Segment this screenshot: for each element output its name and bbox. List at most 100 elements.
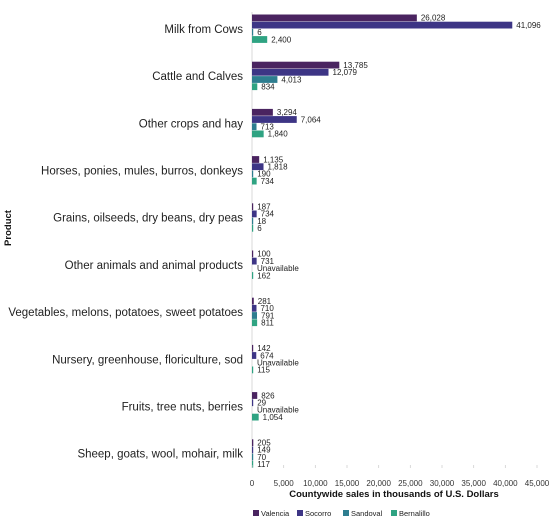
bar-socorro-4	[252, 210, 257, 218]
data-label: 3,294	[277, 108, 298, 117]
data-label: 41,096	[516, 21, 541, 30]
data-label: 1,135	[263, 155, 284, 164]
x-tick-label: 25,000	[398, 479, 423, 488]
x-tick-label: 40,000	[493, 479, 518, 488]
bar-socorro-7	[252, 352, 257, 359]
data-label: 734	[261, 210, 275, 219]
legend-label-valencia: Valencia	[261, 509, 290, 518]
data-label: 26,028	[421, 14, 446, 23]
bar-valencia-2	[252, 108, 273, 116]
category-label: Milk from Cows	[164, 24, 243, 36]
legend-label-bernalillo: Bernalillo	[399, 509, 430, 518]
category-label: Grains, oilseeds, dry beans, dry peas	[53, 213, 243, 225]
x-axis-title: Countywide sales in thousands of U.S. Do…	[289, 489, 499, 500]
data-label: 115	[257, 366, 270, 375]
y-axis-title: Product	[3, 209, 14, 246]
category-label: Sheep, goats, wool, mohair, milk	[77, 449, 243, 461]
data-label: 70	[257, 453, 266, 462]
legend-swatch-valencia	[253, 510, 259, 516]
bar-sandoval-3	[252, 170, 254, 178]
data-label: 791	[261, 311, 275, 320]
bar-socorro-6	[252, 304, 257, 312]
data-label: 12,079	[333, 68, 358, 77]
bar-valencia-8	[252, 392, 258, 399]
data-label: 710	[260, 304, 274, 313]
data-label: 826	[261, 391, 275, 400]
bar-valencia-0	[252, 14, 417, 22]
bar-socorro-0	[252, 21, 513, 29]
category-label: Horses, ponies, mules, burros, donkeys	[41, 166, 243, 178]
data-label: 18	[257, 217, 266, 226]
x-tick-label: 35,000	[461, 479, 486, 488]
data-label: 674	[260, 351, 274, 360]
data-label: 187	[257, 203, 271, 212]
data-label: Unavailable	[257, 359, 299, 368]
bar-socorro-8	[252, 399, 254, 407]
bar-valencia-3	[252, 156, 260, 163]
bar-bernalillo-9	[252, 460, 254, 468]
data-label: 13,785	[343, 61, 368, 70]
data-label: 100	[257, 250, 271, 259]
bar-sandoval-2	[252, 123, 257, 131]
bar-sandoval-9	[252, 453, 254, 461]
bar-bernalillo-0	[252, 36, 268, 43]
data-label: Unavailable	[257, 264, 299, 273]
x-tick-label: 15,000	[335, 479, 360, 488]
data-label: 162	[257, 271, 271, 280]
x-tick-label: 0	[250, 479, 255, 488]
legend: Valencia Socorro Sandoval Bernalillo	[253, 509, 430, 518]
bar-bernalillo-8	[252, 413, 259, 421]
x-tick-label: 20,000	[366, 479, 391, 488]
data-label: 117	[257, 460, 270, 469]
bar-sandoval-6	[252, 312, 258, 319]
category-label: Vegetables, melons, potatoes, sweet pota…	[8, 307, 243, 319]
bar-socorro-1	[252, 68, 329, 76]
category-label: Other crops and hay	[139, 118, 243, 130]
data-label: 4,013	[281, 75, 302, 84]
data-label: 29	[257, 399, 266, 408]
bar-bernalillo-6	[252, 319, 258, 327]
data-label: 190	[257, 170, 271, 179]
data-label: 6	[257, 224, 262, 233]
data-label: 142	[257, 344, 271, 353]
data-label: 713	[261, 123, 275, 132]
data-label: 2,400	[271, 35, 292, 44]
data-label: 281	[258, 297, 272, 306]
data-label: 149	[257, 446, 271, 455]
bar-socorro-9	[252, 446, 254, 454]
legend-swatch-socorro	[297, 510, 303, 516]
bar-valencia-9	[252, 439, 254, 447]
bar-bernalillo-3	[252, 177, 257, 185]
bar-bernalillo-5	[252, 272, 254, 279]
legend-swatch-bernalillo	[391, 510, 397, 516]
plot-area: Milk from Cows 26,028 41,096 6 2,400 Cattle a…	[8, 12, 550, 488]
legend-label-socorro: Socorro	[305, 509, 331, 518]
data-label: 734	[261, 177, 275, 186]
bar-sandoval-1	[252, 76, 278, 83]
bar-bernalillo-1	[252, 83, 258, 91]
data-label: Unavailable	[257, 406, 299, 415]
bar-valencia-6	[252, 297, 254, 305]
category-label: Other animals and animal products	[65, 260, 244, 272]
bar-socorro-5	[252, 257, 257, 265]
bar-valencia-4	[252, 203, 254, 211]
bar-sandoval-4	[252, 217, 254, 225]
bar-socorro-3	[252, 163, 264, 171]
bar-sandoval-0	[252, 28, 254, 36]
category-label: Fruits, tree nuts, berries	[122, 402, 244, 414]
data-label: 1,818	[268, 163, 289, 172]
data-label: 1,054	[263, 413, 284, 422]
data-label: 811	[261, 319, 274, 328]
category-label: Cattle and Calves	[152, 71, 243, 83]
data-label: 6	[257, 28, 262, 37]
bar-valencia-5	[252, 250, 254, 258]
data-label: 834	[261, 83, 275, 92]
data-label: 7,064	[301, 115, 322, 124]
bar-valencia-1	[252, 61, 340, 69]
legend-swatch-sandoval	[343, 510, 349, 516]
x-tick-label: 5,000	[274, 479, 295, 488]
x-tick-label: 10,000	[303, 479, 328, 488]
x-tick-label: 45,000	[525, 479, 550, 488]
bar-socorro-2	[252, 116, 297, 123]
